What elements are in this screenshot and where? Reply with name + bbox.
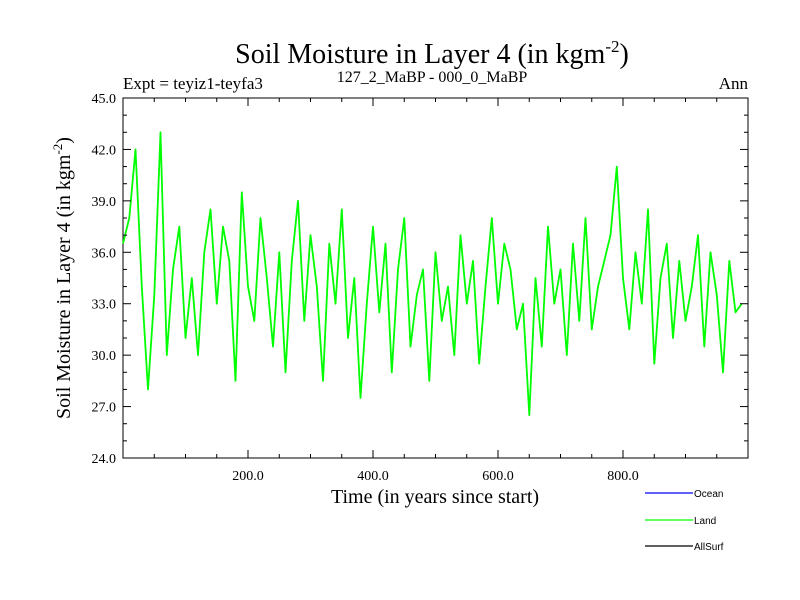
plot-frame — [122, 97, 749, 459]
series-layer — [122, 131, 743, 417]
chart-title-superscript: -2 — [605, 37, 619, 56]
chart-title-close: ) — [620, 39, 629, 70]
x-axis-label: Time (in years since start) — [331, 486, 539, 508]
x-tick-label: 800.0 — [607, 469, 639, 484]
y-tick-label: 33.0 — [92, 298, 117, 313]
y-axis-label: Soil Moisture in Layer 4 (in kgm-2) — [50, 137, 75, 419]
y-tick-label: 30.0 — [92, 349, 117, 364]
chart-title-main: Soil Moisture in Layer 4 (in kgm — [235, 39, 605, 70]
season-label: Ann — [719, 74, 749, 93]
legend-label-allsurf: AllSurf — [694, 542, 724, 553]
y-axis-label-main: Soil Moisture in Layer 4 (in kgm — [53, 154, 75, 419]
y-tick-label: 24.0 — [92, 452, 117, 467]
experiment-label: Expt = teyiz1-teyfa3 — [123, 74, 263, 93]
legend-label-ocean: Ocean — [694, 489, 723, 500]
x-tick-label: 200.0 — [232, 469, 264, 484]
y-tick-label: 42.0 — [92, 143, 117, 158]
series-line-land — [122, 131, 743, 417]
legend: Ocean Land AllSurf — [645, 489, 724, 553]
legend-label-land: Land — [694, 516, 716, 527]
y-axis-label-superscript: -2 — [50, 144, 65, 155]
x-tick-label: 400.0 — [357, 469, 389, 484]
y-axis-label-close: ) — [53, 137, 75, 144]
chart-title: Soil Moisture in Layer 4 (in kgm-2) — [235, 37, 629, 70]
tick-layer: 24.0 27.0 30.0 33.0 36.0 39.0 42.0 45.0 200.0 400… — [92, 92, 748, 484]
y-tick-label: 27.0 — [92, 401, 117, 416]
period-label: 127_2_MaBP - 000_0_MaBP — [337, 69, 528, 86]
y-tick-label: 45.0 — [92, 92, 117, 107]
x-tick-label: 600.0 — [482, 469, 514, 484]
y-tick-label: 39.0 — [92, 195, 117, 210]
y-tick-label: 36.0 — [92, 246, 117, 261]
